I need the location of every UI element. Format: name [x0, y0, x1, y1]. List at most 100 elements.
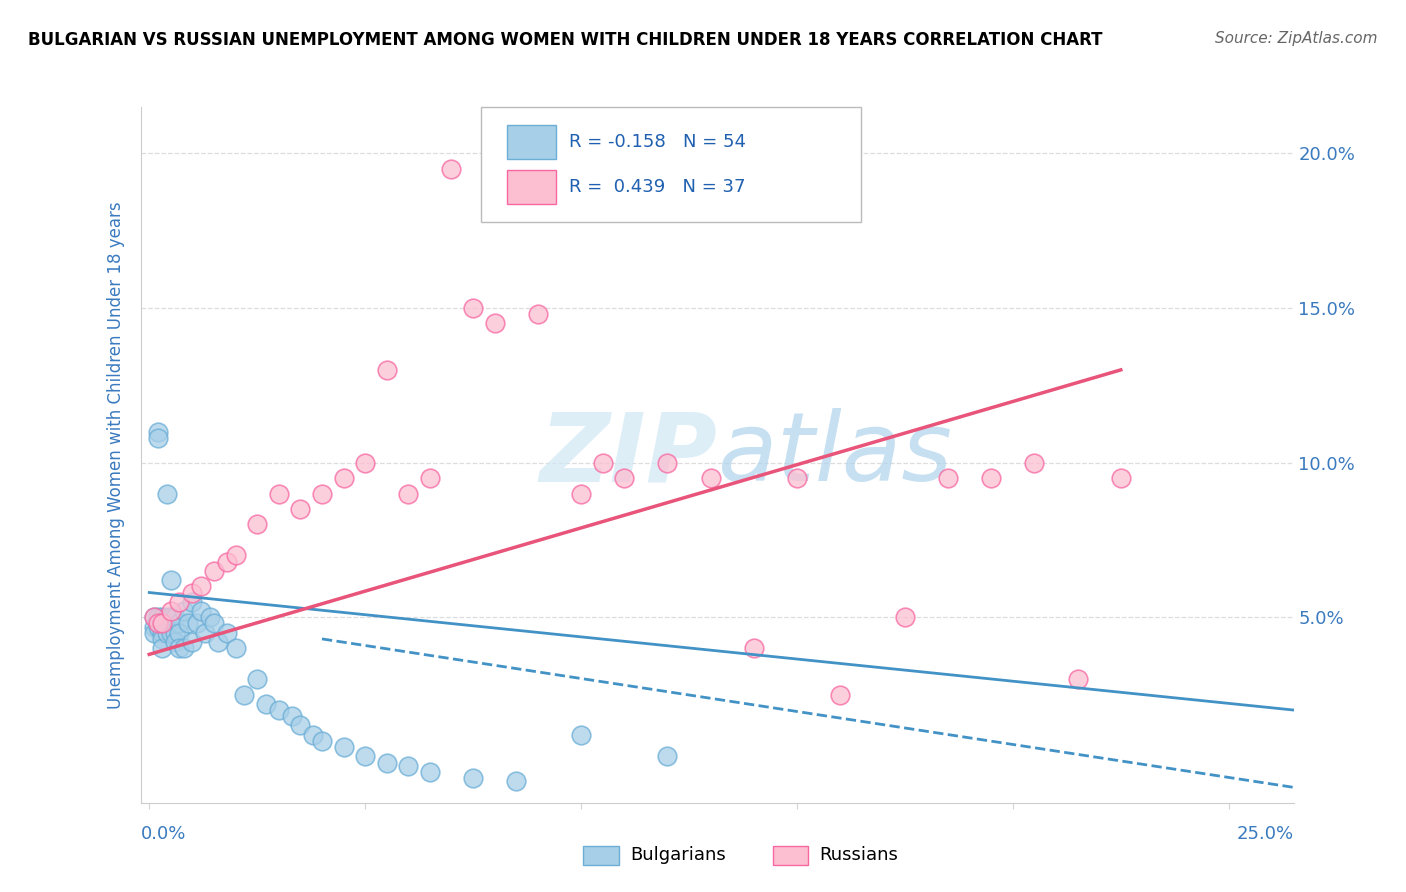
- Point: [169, 595, 191, 609]
- Point: [155, 610, 177, 624]
- Point: [290, 718, 312, 732]
- Point: [190, 579, 212, 593]
- Point: [150, 610, 173, 624]
- Point: [419, 471, 441, 485]
- Text: 0.0%: 0.0%: [141, 825, 186, 843]
- Point: [190, 604, 212, 618]
- Point: [169, 625, 191, 640]
- Point: [440, 161, 463, 176]
- Point: [225, 641, 247, 656]
- Point: [181, 635, 204, 649]
- Point: [280, 709, 302, 723]
- Point: [142, 610, 165, 624]
- FancyBboxPatch shape: [508, 170, 555, 203]
- Point: [150, 641, 173, 656]
- Point: [146, 619, 169, 633]
- Point: [375, 756, 398, 770]
- Point: [311, 734, 333, 748]
- Point: [267, 486, 290, 500]
- Point: [396, 758, 419, 772]
- Point: [332, 471, 354, 485]
- Point: [150, 632, 173, 646]
- Text: atlas: atlas: [717, 409, 952, 501]
- Point: [613, 471, 636, 485]
- Point: [786, 471, 808, 485]
- Point: [202, 564, 225, 578]
- Point: [419, 764, 441, 779]
- Point: [207, 635, 229, 649]
- Point: [173, 604, 195, 618]
- Text: Bulgarians: Bulgarians: [630, 847, 725, 864]
- Text: ZIP: ZIP: [538, 409, 717, 501]
- Point: [225, 549, 247, 563]
- Point: [527, 307, 550, 321]
- FancyBboxPatch shape: [481, 107, 860, 222]
- Point: [830, 688, 852, 702]
- Point: [150, 616, 173, 631]
- Point: [657, 456, 679, 470]
- Point: [173, 641, 195, 656]
- Point: [569, 486, 592, 500]
- Point: [165, 625, 187, 640]
- Point: [146, 610, 169, 624]
- Point: [159, 625, 181, 640]
- Point: [894, 610, 917, 624]
- Text: BULGARIAN VS RUSSIAN UNEMPLOYMENT AMONG WOMEN WITH CHILDREN UNDER 18 YEARS CORRE: BULGARIAN VS RUSSIAN UNEMPLOYMENT AMONG …: [28, 31, 1102, 49]
- Point: [159, 610, 181, 624]
- Point: [146, 431, 169, 445]
- Point: [155, 625, 177, 640]
- Point: [233, 688, 256, 702]
- Text: Source: ZipAtlas.com: Source: ZipAtlas.com: [1215, 31, 1378, 46]
- Point: [155, 486, 177, 500]
- Point: [146, 616, 169, 631]
- Point: [150, 616, 173, 631]
- Point: [657, 749, 679, 764]
- Point: [169, 641, 191, 656]
- Text: R = -0.158   N = 54: R = -0.158 N = 54: [569, 133, 747, 151]
- Point: [332, 740, 354, 755]
- Point: [396, 486, 419, 500]
- Point: [186, 616, 208, 631]
- Point: [254, 697, 277, 711]
- Point: [202, 616, 225, 631]
- Point: [246, 672, 269, 686]
- Point: [159, 573, 181, 587]
- Point: [505, 774, 527, 789]
- Text: Russians: Russians: [820, 847, 898, 864]
- Point: [194, 625, 217, 640]
- Point: [215, 625, 238, 640]
- Point: [461, 301, 484, 315]
- Point: [198, 610, 221, 624]
- Point: [165, 610, 187, 624]
- Point: [592, 456, 614, 470]
- Point: [181, 585, 204, 599]
- Point: [150, 625, 173, 640]
- FancyBboxPatch shape: [508, 125, 555, 159]
- Point: [1024, 456, 1046, 470]
- Point: [159, 604, 181, 618]
- Point: [246, 517, 269, 532]
- Point: [142, 610, 165, 624]
- Point: [699, 471, 721, 485]
- Point: [1109, 471, 1132, 485]
- Point: [354, 749, 377, 764]
- Point: [177, 616, 200, 631]
- Point: [1066, 672, 1088, 686]
- Point: [311, 486, 333, 500]
- Point: [742, 641, 765, 656]
- Point: [146, 425, 169, 439]
- Point: [569, 728, 592, 742]
- Point: [142, 625, 165, 640]
- Point: [375, 363, 398, 377]
- Point: [169, 616, 191, 631]
- Point: [484, 317, 506, 331]
- Y-axis label: Unemployment Among Women with Children Under 18 years: Unemployment Among Women with Children U…: [107, 201, 125, 709]
- Point: [165, 635, 187, 649]
- Point: [354, 456, 377, 470]
- Point: [215, 555, 238, 569]
- Text: 25.0%: 25.0%: [1236, 825, 1294, 843]
- Point: [267, 703, 290, 717]
- Point: [302, 728, 325, 742]
- Text: R =  0.439   N = 37: R = 0.439 N = 37: [569, 178, 747, 196]
- Point: [936, 471, 959, 485]
